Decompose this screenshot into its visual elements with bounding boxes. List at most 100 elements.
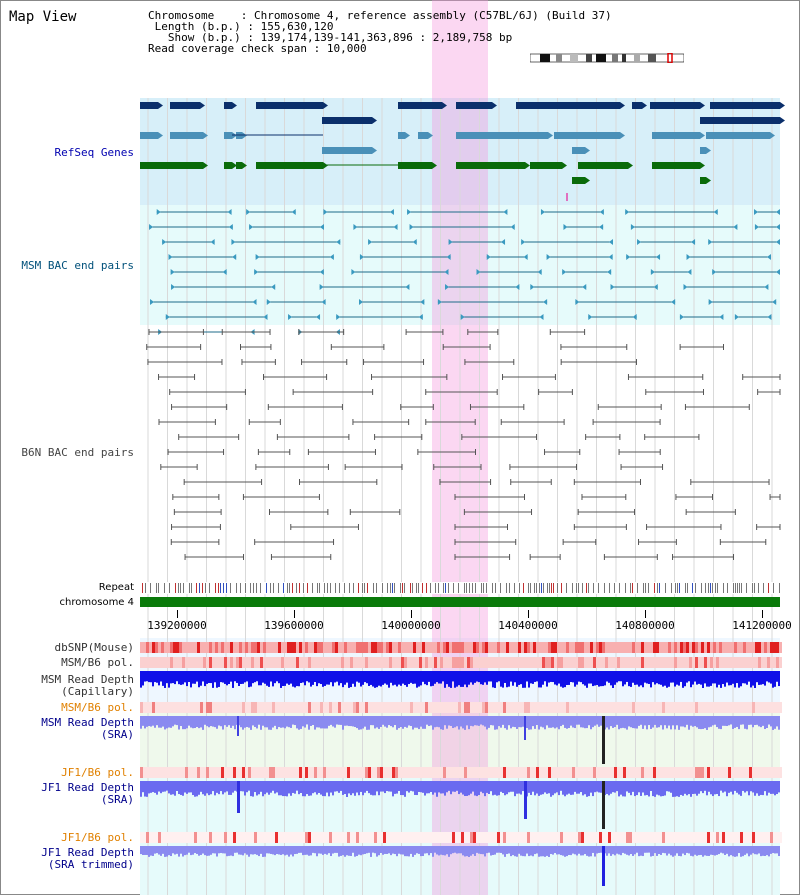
dbsnp-mouse-label[interactable]: dbSNP(Mouse) <box>54 641 134 654</box>
jf1-trimmed-depth-bar <box>578 846 580 854</box>
jf1-sra-depth-bar <box>388 781 390 792</box>
jf1-sra-depth-bar <box>170 781 172 795</box>
chromosome-ideogram[interactable] <box>530 53 684 63</box>
jf1-read-depth-sra-label-1[interactable]: JF1 Read Depth <box>41 781 134 794</box>
chromosome-4-label[interactable]: chromosome 4 <box>59 597 134 608</box>
jf1-sra-depth-bar <box>326 781 328 793</box>
jf1-trimmed-depth-bar <box>582 846 584 856</box>
jf1-sra-depth-bar <box>150 781 152 793</box>
msm-sra-depth-bar <box>162 716 164 727</box>
msm-bac-end <box>149 224 154 230</box>
jf1-b6-pol-trimmed-heat-cell <box>626 832 629 843</box>
jf1-b6-pol-trimmed-heat-cell <box>644 832 647 843</box>
msm-bac-end <box>266 299 271 305</box>
msm-b6-pol-sra-heat-cell <box>410 702 413 713</box>
jf1-b6-pol-label[interactable]: JF1/B6 pol. <box>61 766 134 779</box>
jf1-sra-depth-bar <box>476 781 478 797</box>
jf1-trimmed-depth-bar <box>184 846 186 856</box>
gene-arrow <box>770 132 775 139</box>
msm-sra-depth-bar <box>324 716 326 729</box>
gene-exon <box>398 102 442 109</box>
jf1-trimmed-depth-bar <box>426 846 428 854</box>
msm-sra-depth-bar <box>374 716 376 729</box>
b6n-bac-end-pairs-label[interactable]: B6N BAC end pairs <box>21 446 134 459</box>
msm-sra-depth-bar <box>710 716 712 727</box>
jf1-trimmed-depth-spike <box>602 846 605 886</box>
jf1-b6-pol-heat-cell <box>386 767 389 778</box>
jf1-trimmed-depth-bar <box>748 846 750 857</box>
msm-bac-end-pairs-label[interactable]: MSM BAC end pairs <box>21 259 134 272</box>
msm-sra-depth-bar <box>488 716 490 728</box>
jf1-read-depth-trimmed-label-2[interactable]: (SRA trimmed) <box>47 858 134 871</box>
msm-b6-pol-sra-heat-cell <box>671 702 674 713</box>
refseq-genes-label[interactable]: RefSeq Genes <box>54 146 134 159</box>
jf1-trimmed-depth-bar <box>522 846 524 857</box>
msm-capillary-depth-bar <box>542 671 544 685</box>
jf1-b6-pol-heat-cell <box>365 767 368 778</box>
msm-b6-pol-sra-heat-cell <box>749 702 752 713</box>
jf1-trimmed-depth-bar <box>326 846 328 855</box>
jf1-b6-pol-heat-cell <box>752 767 755 778</box>
jf1-b6-pol-heat-cell <box>383 767 386 778</box>
jf1-read-depth-trimmed-label-1[interactable]: JF1 Read Depth <box>41 846 134 859</box>
msm-b6-pol-sra-heat-cell <box>497 702 500 713</box>
repeat-label[interactable]: Repeat <box>98 582 134 593</box>
msm-sra-depth-bar <box>354 716 356 728</box>
jf1-sra-depth-bar <box>378 781 380 796</box>
msm-capillary-depth-bar <box>244 671 246 683</box>
jf1-b6-pol-heat-cell <box>506 767 509 778</box>
gene-marker <box>566 193 568 201</box>
repeat-element <box>609 583 610 593</box>
repeat-element <box>582 583 583 593</box>
msm-read-depth-sra-label-1[interactable]: MSM Read Depth <box>41 716 134 729</box>
msm-sra-depth-bar <box>152 716 154 726</box>
jf1-b6-pol-trimmed-heat-cell <box>383 832 386 843</box>
jf1-b6-pol-trimmed-heat-cell <box>776 832 779 843</box>
msm-sra-depth-bar <box>334 716 336 728</box>
msm-sra-depth-bar <box>184 716 186 730</box>
show-label: Show (b.p.) <box>167 31 241 44</box>
msm-read-depth-capillary-label-2[interactable]: (Capillary) <box>61 685 134 698</box>
jf1-trimmed-depth-bar <box>680 846 682 857</box>
jf1-sra-depth-bar <box>726 781 728 797</box>
msm-b6-pol-heat-cell <box>455 657 458 668</box>
msm-sra-depth-bar <box>346 716 348 726</box>
jf1-trimmed-depth-bar <box>314 846 316 854</box>
msm-capillary-depth-bar <box>418 671 420 687</box>
jf1-b6-pol-trimmed-heat-cell <box>596 832 599 843</box>
jf1-sra-depth-bar <box>730 781 732 792</box>
jf1-read-depth-sra-label-2[interactable]: (SRA) <box>100 793 134 806</box>
msm-sra-depth-bar <box>358 716 360 730</box>
dbsnp-heat-cell <box>410 642 413 653</box>
msm-capillary-depth-bar <box>278 671 280 684</box>
msm-b6-pol-label[interactable]: MSM/B6 pol. <box>61 656 134 669</box>
dbsnp-heat-cell <box>401 642 404 653</box>
msm-capillary-depth-bar <box>166 671 168 684</box>
msm-bac-end <box>540 209 545 215</box>
msm-capillary-depth-bar <box>722 671 724 685</box>
jf1-sra-depth-bar <box>356 781 358 793</box>
msm-capillary-depth-bar <box>526 671 528 682</box>
repeat-element <box>604 583 605 593</box>
msm-capillary-depth-bar <box>748 671 750 682</box>
msm-b6-pol-heat-cell <box>440 657 443 668</box>
msm-sra-depth-bar <box>572 716 574 728</box>
msm-b6-pol-sra-label[interactable]: MSM/B6 pol. <box>61 701 134 714</box>
jf1-sra-depth-bar <box>766 781 768 796</box>
msm-b6-pol-heat-cell <box>353 657 356 668</box>
msm-b6-pol-heat-cell <box>266 657 269 668</box>
msm-read-depth-sra-label-2[interactable]: (SRA) <box>100 728 134 741</box>
jf1-sra-depth-bar <box>234 781 236 791</box>
msm-b6-pol-sra-heat-cell <box>506 702 509 713</box>
jf1-b6-pol-heat-cell <box>587 767 590 778</box>
msm-read-depth-capillary-label-1[interactable]: MSM Read Depth <box>41 673 134 686</box>
jf1-b6-pol-trimmed-label[interactable]: JF1/B6 pol. <box>61 831 134 844</box>
jf1-trimmed-depth-bar <box>632 846 634 856</box>
repeat-element <box>779 583 780 593</box>
jf1-b6-pol-heat-cell <box>485 767 488 778</box>
jf1-b6-pol-trimmed-heat-cell <box>557 832 560 843</box>
jf1-trimmed-depth-bar <box>206 846 208 856</box>
jf1-sra-depth-bar <box>242 781 244 792</box>
repeat-element <box>763 583 764 593</box>
jf1-sra-depth-bar <box>554 781 556 794</box>
